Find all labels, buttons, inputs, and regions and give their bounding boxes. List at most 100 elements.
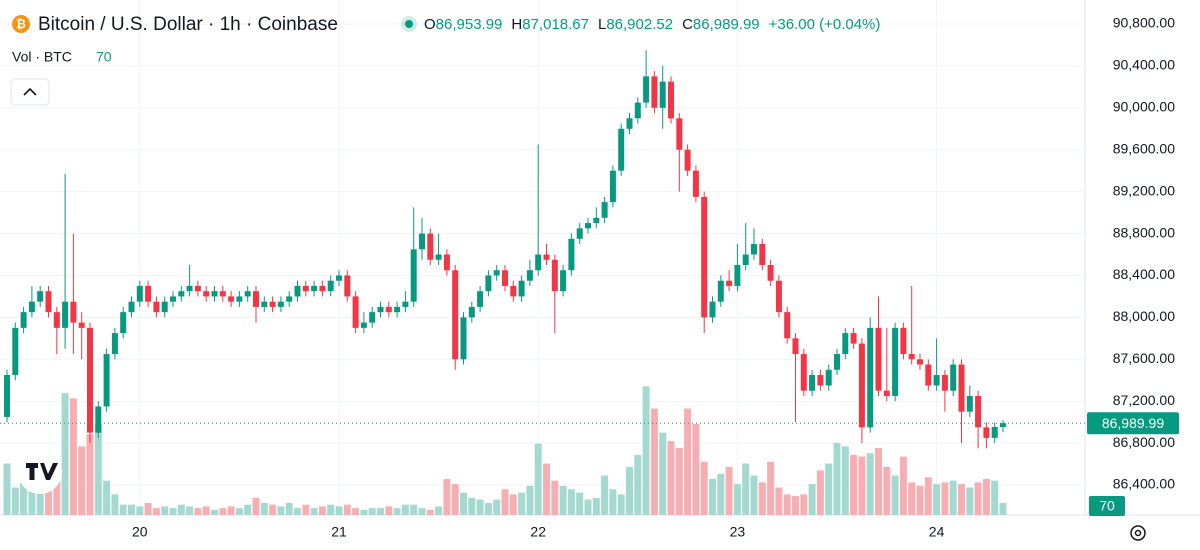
volume-bar xyxy=(410,504,418,515)
candle-body xyxy=(228,296,235,302)
candle-body xyxy=(626,118,633,129)
symbol-title: Bitcoin / U.S. Dollar · 1h · Coinbase xyxy=(38,14,338,35)
candle-body xyxy=(161,301,168,313)
bitcoin-icon-glyph: ₿ xyxy=(16,17,26,31)
volume-bar xyxy=(509,494,517,515)
candle-body xyxy=(526,270,533,281)
volume-bar xyxy=(86,434,94,515)
volume-bar xyxy=(642,386,650,515)
volume-bar xyxy=(335,506,343,515)
candle-body xyxy=(792,338,799,355)
volume-bar xyxy=(866,453,874,515)
volume-bar xyxy=(377,508,384,515)
volume-badge xyxy=(1089,496,1125,516)
volume-bar xyxy=(800,494,808,515)
volume-bar xyxy=(393,508,401,515)
candle-body xyxy=(842,333,849,355)
volume-bar xyxy=(733,484,741,515)
volume-bar xyxy=(443,478,451,515)
candle-body xyxy=(634,102,641,119)
settings-icon[interactable] xyxy=(1130,525,1146,541)
collapse-icon xyxy=(23,87,37,96)
candle-body xyxy=(244,291,251,297)
candle-body xyxy=(103,354,110,407)
volume-bar xyxy=(28,477,36,515)
candle-body xyxy=(87,327,93,433)
ohlc-value: 86,902.52 xyxy=(606,16,673,33)
volume-bar xyxy=(260,502,268,515)
candle-body xyxy=(900,327,907,355)
candle-body xyxy=(269,301,276,307)
volume-bar xyxy=(128,504,135,515)
candle-body xyxy=(53,312,60,328)
volume-bar xyxy=(775,487,783,515)
volume-bar xyxy=(783,494,791,515)
volume-bar xyxy=(252,497,260,515)
volume-bar xyxy=(675,448,683,515)
volume-bar xyxy=(924,477,932,515)
volume-bar xyxy=(958,484,965,515)
volume-bar xyxy=(169,508,177,515)
volume-badge-label: 70 xyxy=(1099,498,1115,514)
volume-bar xyxy=(451,484,459,515)
settings[interactable] xyxy=(1130,525,1146,541)
volume-bar xyxy=(601,475,609,515)
candle-body xyxy=(883,390,890,396)
candle-body xyxy=(502,270,508,286)
y-tick-label: 90,000.00 xyxy=(1113,99,1175,115)
volume-bar xyxy=(211,509,218,515)
logo-glyph xyxy=(26,463,58,480)
collapse-button[interactable] xyxy=(10,78,50,106)
candle-body xyxy=(941,375,948,391)
volume-title: Vol · BTC xyxy=(12,49,72,65)
candle-body xyxy=(585,223,591,229)
candle-body xyxy=(560,270,567,292)
volume-bar xyxy=(152,508,160,515)
y-tick-label: 88,400.00 xyxy=(1113,266,1175,282)
tv-logo xyxy=(18,450,62,494)
volume-bar xyxy=(277,506,285,515)
candle-body xyxy=(817,375,824,386)
volume-bar xyxy=(343,504,351,515)
volume-bar xyxy=(310,508,318,515)
volume-bar xyxy=(161,506,169,515)
ohlc-key: H xyxy=(511,16,522,33)
candle-body xyxy=(726,280,733,286)
candle-body xyxy=(319,285,326,292)
candle-body xyxy=(28,301,35,313)
candle-body xyxy=(651,76,658,108)
logo-circle xyxy=(18,450,62,494)
x-tick-label: 20 xyxy=(132,524,148,540)
x-tick-label: 24 xyxy=(929,524,945,540)
y-tick-label: 88,800.00 xyxy=(1113,224,1175,240)
candle-body xyxy=(302,285,309,292)
candle-body xyxy=(867,327,874,428)
volume-bar xyxy=(617,494,625,515)
volume-bar xyxy=(891,475,899,515)
candle-body xyxy=(211,291,218,297)
volume-bar xyxy=(576,492,584,515)
candle-body xyxy=(4,375,10,417)
candle-body xyxy=(12,327,19,376)
last-price-badge xyxy=(1087,412,1179,435)
volume-bar xyxy=(717,473,725,515)
volume-bar xyxy=(908,482,916,515)
volume-bar xyxy=(933,484,941,515)
volume-value: 70 xyxy=(96,49,112,65)
candle-body xyxy=(676,118,683,150)
volume-bar xyxy=(634,454,642,515)
volume-bar xyxy=(111,494,119,515)
volume-bar xyxy=(244,504,252,515)
volume-bar xyxy=(518,492,526,515)
volume-bar xyxy=(650,408,658,515)
x-tick-label: 21 xyxy=(331,524,347,540)
candle-body xyxy=(875,327,882,391)
candle-body xyxy=(194,285,201,292)
candle-body xyxy=(170,296,176,302)
volume-bar xyxy=(626,466,633,515)
candle-body xyxy=(576,228,583,239)
volume-bar xyxy=(916,485,924,515)
candle-body xyxy=(784,312,791,339)
